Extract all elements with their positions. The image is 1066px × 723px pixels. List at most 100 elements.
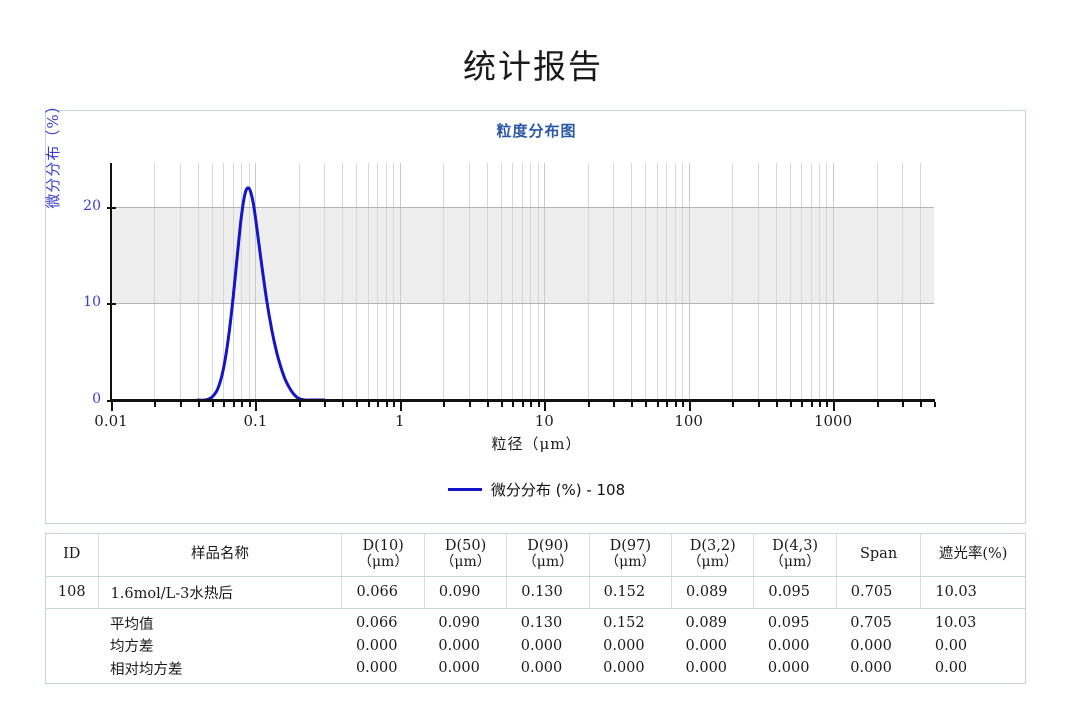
summary-cell-obscuration: 0.00 [934, 660, 968, 676]
gridline-minor-vertical [631, 163, 632, 400]
x-tick-mark-major [689, 402, 691, 411]
x-tick-mark-minor [249, 402, 251, 407]
x-tick-label: 1 [395, 412, 405, 430]
x-tick-mark-minor [645, 402, 647, 407]
gridline-horizontal [111, 303, 934, 304]
gridline-minor-vertical [368, 163, 369, 400]
cell-d10: 0.066 [341, 576, 425, 609]
x-tick-mark-minor [530, 402, 532, 407]
gridline-minor-vertical [902, 163, 903, 400]
x-tick-mark-minor [666, 402, 668, 407]
x-tick-mark-minor [758, 402, 760, 407]
gridline-minor-vertical [198, 163, 199, 400]
column-header-d10: D(10) （μm） [341, 534, 425, 577]
x-tick-mark-minor [732, 402, 734, 407]
gridline-major-vertical [255, 163, 256, 400]
gridline-minor-vertical [180, 163, 181, 400]
gridline-minor-vertical [530, 163, 531, 400]
x-tick-mark-minor [675, 402, 677, 407]
gridline-minor-vertical [758, 163, 759, 400]
column-header-d90: D(90) （μm） [506, 534, 590, 577]
gridline-major-vertical [400, 163, 401, 400]
gridline-minor-vertical [675, 163, 676, 400]
summary-cell-d43: 0.095 [767, 615, 810, 631]
y-tick-label: 0 [92, 391, 101, 407]
y-tick-label: 10 [83, 294, 101, 310]
column-header-d90-label: D(90) [527, 538, 569, 555]
gridline-minor-vertical [588, 163, 589, 400]
chart-title: 粒度分布图 [496, 122, 577, 140]
gridline-minor-vertical [249, 163, 250, 400]
gridline-minor-vertical [811, 163, 812, 400]
x-tick-mark-minor [819, 402, 821, 407]
x-tick-mark-minor [356, 402, 358, 407]
x-tick-mark-minor [324, 402, 326, 407]
summary-cell-d90: 0.000 [520, 637, 563, 654]
x-tick-mark-minor [386, 402, 388, 407]
cell-d97: 0.152 [589, 576, 673, 609]
column-header-d50-unit: （μm） [440, 554, 491, 571]
table-summary-row: 平均值 0.066 0.090 0.130 0.152 0.089 0.095 0.705 10… [46, 608, 1025, 634]
gridline-minor-vertical [377, 163, 378, 400]
page-title: 统计报告 [463, 47, 603, 86]
x-tick-label: 1000 [813, 412, 853, 430]
gridline-minor-vertical [790, 163, 791, 400]
gridline-minor-vertical [501, 163, 502, 400]
y-tick-mark [107, 400, 116, 402]
x-tick-mark-minor [877, 402, 879, 407]
x-tick-mark-major [833, 402, 835, 411]
cell-span: 0.705 [836, 576, 922, 609]
x-tick-mark-minor [682, 402, 684, 407]
x-tick-mark-minor [826, 402, 828, 407]
table-summary-body: 平均值 0.066 0.090 0.130 0.152 0.089 0.095 0.705 10… [46, 608, 1025, 683]
x-tick-label: 10 [534, 412, 554, 430]
y-tick-label: 20 [83, 198, 101, 214]
gridline-major-vertical [833, 163, 834, 400]
legend-label: 微分分布 (%) - 108 [490, 481, 626, 499]
x-tick-mark-minor [377, 402, 379, 407]
column-header-span-label: Span [859, 545, 898, 562]
column-header-d50-label: D(50) [444, 538, 487, 555]
y-tick-mark [107, 303, 116, 305]
column-header-d43-unit: （μm） [769, 554, 821, 571]
column-header-d97-unit: （μm） [605, 554, 656, 571]
curve-svg [196, 186, 326, 402]
summary-cell-obscuration: 10.03 [934, 615, 977, 631]
gridline-minor-vertical [819, 163, 820, 400]
x-tick-mark-minor [233, 402, 235, 407]
summary-row-label: 相对均方差 [110, 661, 183, 678]
column-header-d50: D(50) （μm） [424, 534, 508, 577]
y-axis-label: 微分分布（%） [44, 97, 62, 209]
column-header-d10-label: D(10) [362, 538, 404, 555]
x-tick-mark-minor [342, 402, 344, 407]
results-table: ID 样品名称 D(10) （μm） D(50) （μm） D(90) [46, 534, 1025, 683]
gridline-minor-vertical [469, 163, 470, 400]
gridline-minor-vertical [299, 163, 300, 400]
x-tick-mark-minor [588, 402, 590, 407]
x-tick-mark-minor [223, 402, 225, 407]
x-axis-label: 粒径（μm） [491, 435, 582, 453]
x-tick-mark-minor [487, 402, 489, 407]
cell-d50: 0.090 [424, 576, 508, 609]
gridline-minor-vertical [776, 163, 777, 400]
summary-cell-blank [46, 608, 98, 634]
gridline-minor-vertical [223, 163, 224, 400]
summary-cell-blank [46, 634, 98, 658]
x-tick-label: 0.1 [243, 412, 268, 430]
cell-d43: 0.095 [753, 576, 837, 609]
summary-cell-d50: 0.000 [438, 637, 480, 654]
x-tick-mark-minor [920, 402, 922, 407]
summary-cell-span: 0.705 [850, 615, 892, 631]
column-header-span: Span [836, 534, 922, 577]
gridline-major-vertical [544, 163, 545, 400]
summary-cell-d43: 0.000 [767, 660, 810, 676]
gridline-minor-vertical [212, 163, 213, 400]
gridline-minor-vertical [682, 163, 683, 400]
column-header-d32-label: D(3,2) [689, 538, 736, 555]
summary-cell-d90: 0.000 [520, 660, 563, 676]
table-row[interactable]: 108 1.6mol/L-3水热后 0.066 0.090 0.130 0.152 0.08… [46, 576, 1025, 609]
y-axis-line [110, 163, 112, 401]
x-tick-mark-minor [212, 402, 214, 407]
table-header: ID 样品名称 D(10) （μm） D(50) （μm） D(90) [46, 534, 1025, 577]
table-summary-row: 相对均方差 0.000 0.000 0.000 0.000 0.000 0.000 0.000… [46, 658, 1025, 683]
